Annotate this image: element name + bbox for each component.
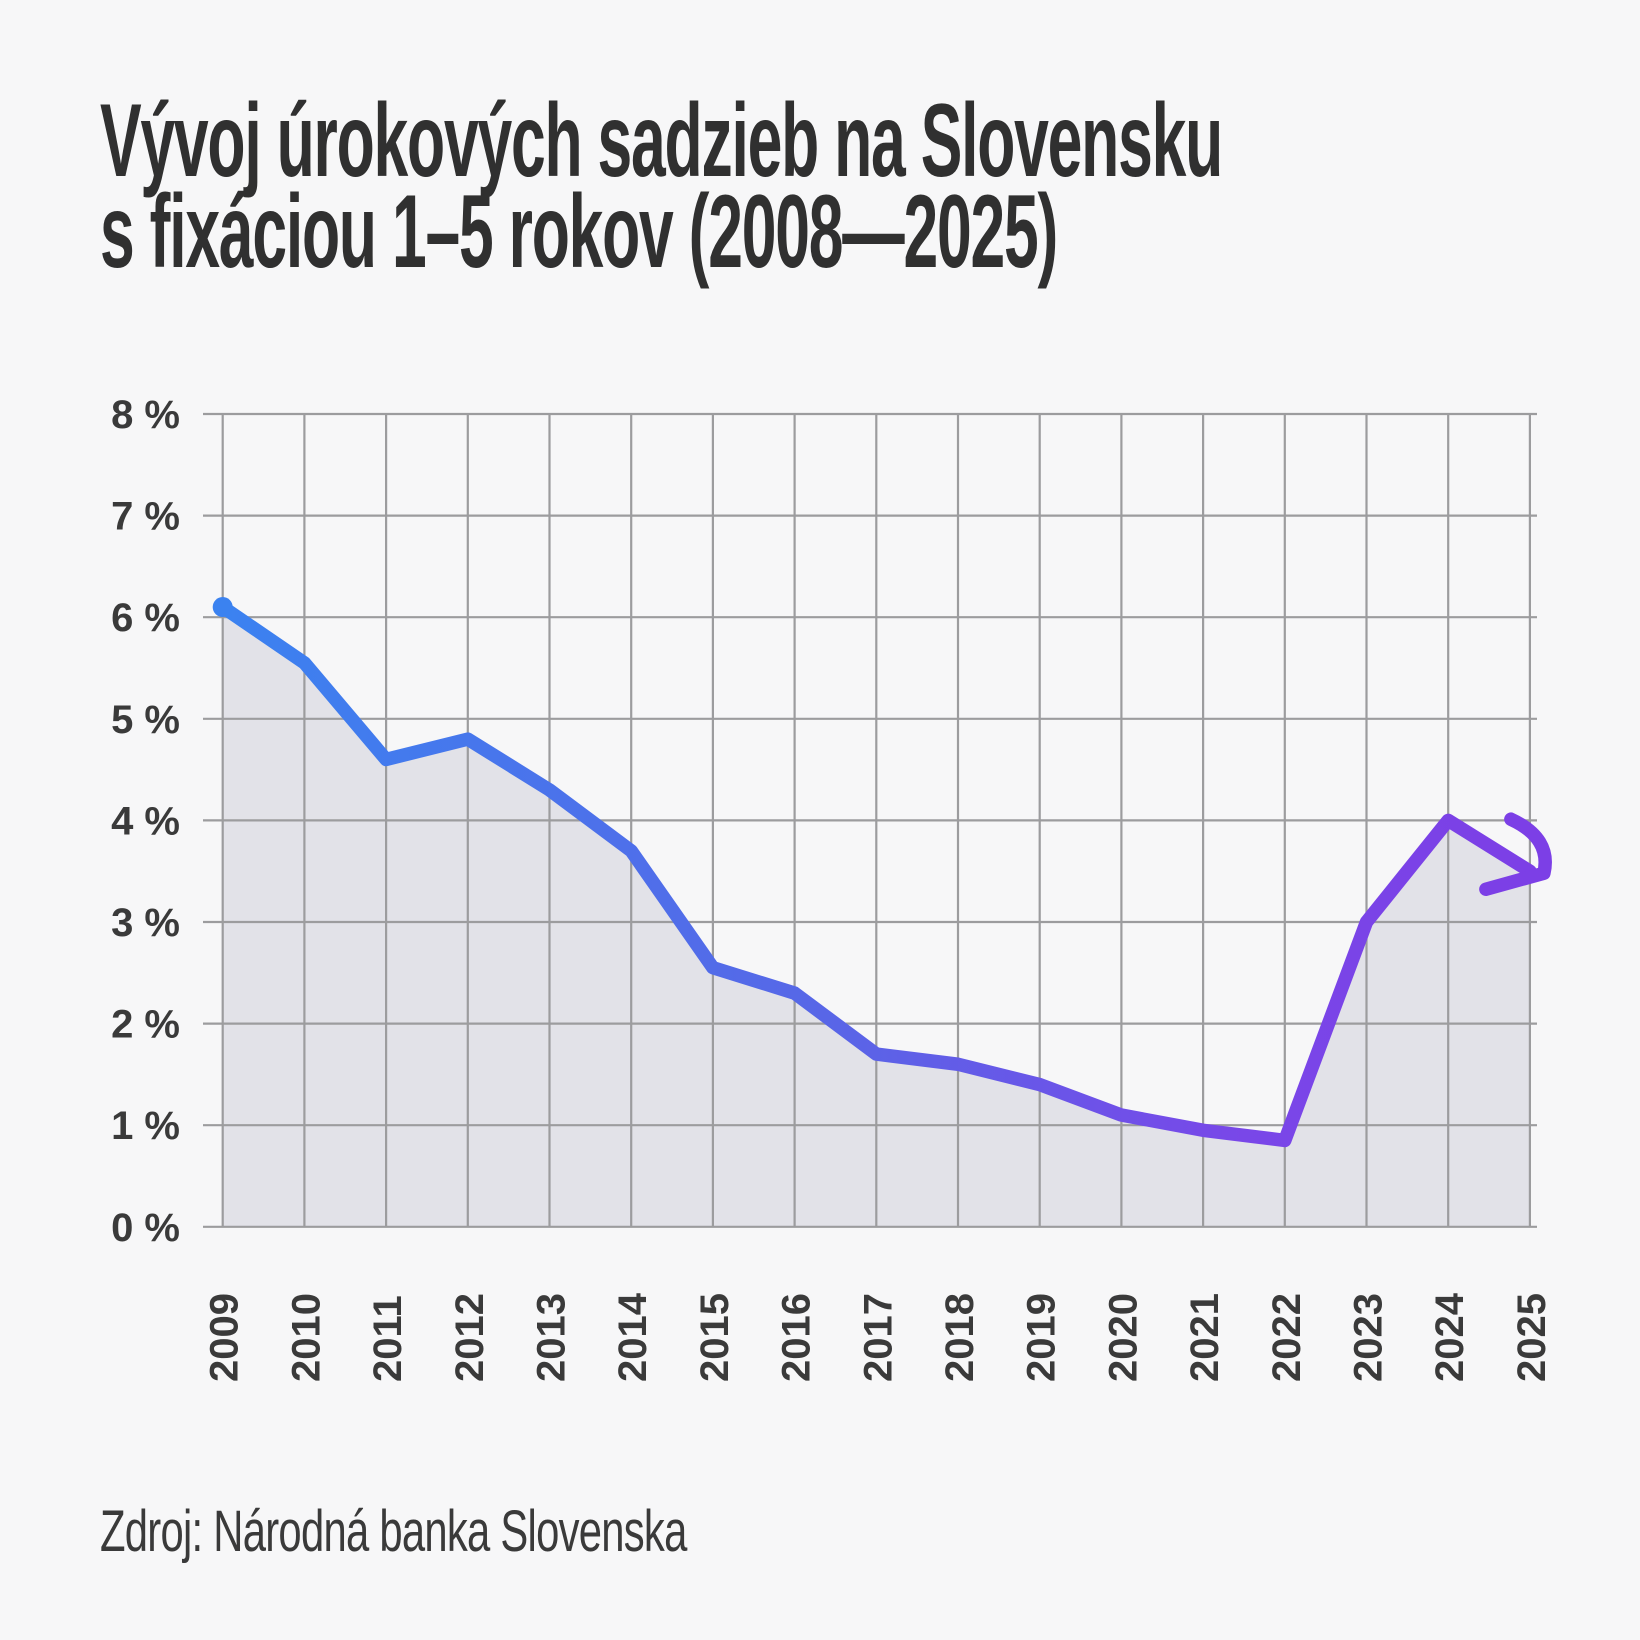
y-tick-label-2: 2 %	[111, 1003, 180, 1047]
x-tick-label-2013: 2013	[530, 1293, 574, 1382]
line-start-dot	[212, 597, 233, 618]
x-tick-label-2015: 2015	[693, 1293, 737, 1382]
y-tick-label-1: 1 %	[111, 1104, 180, 1148]
chart-title-line1: Vývoj úrokových sadzieb na Slovensku	[100, 83, 1223, 199]
y-tick-label-5: 5 %	[111, 698, 180, 742]
x-tick-label-2018: 2018	[938, 1293, 982, 1382]
y-tick-label-7: 7 %	[111, 495, 180, 539]
chart-title-line2: s fixáciou 1–5 rokov (2008—2025)	[100, 174, 1058, 290]
y-tick-label-3: 3 %	[111, 901, 180, 945]
x-tick-label-2010: 2010	[284, 1293, 328, 1382]
x-tick-label-2019: 2019	[1020, 1293, 1064, 1382]
trend-arrowhead	[1479, 812, 1552, 896]
x-tick-label-2017: 2017	[856, 1293, 900, 1382]
y-tick-label-4: 4 %	[111, 799, 180, 843]
chart-title: Vývoj úrokových sadzieb na Slovensku s f…	[100, 83, 1223, 290]
x-tick-label-2023: 2023	[1347, 1293, 1391, 1382]
x-tick-label-2021: 2021	[1183, 1293, 1227, 1382]
x-tick-label-2025: 2025	[1510, 1293, 1554, 1382]
gridlines	[203, 412, 1537, 1228]
x-tick-label-2022: 2022	[1265, 1293, 1309, 1382]
source-caption: Zdroj: Národná banka Slovenska	[100, 1499, 687, 1564]
x-tick-label-2009: 2009	[203, 1293, 247, 1382]
x-tick-label-2024: 2024	[1428, 1292, 1472, 1382]
y-tick-label-0: 0 %	[111, 1206, 180, 1250]
x-tick-label-2020: 2020	[1101, 1293, 1145, 1382]
rate-line	[215, 600, 1537, 1148]
y-tick-label-8: 8 %	[111, 393, 180, 437]
y-tick-label-6: 6 %	[111, 596, 180, 640]
x-tick-label-2016: 2016	[775, 1293, 819, 1382]
x-tick-label-2011: 2011	[366, 1295, 410, 1382]
x-tick-label-2014: 2014	[611, 1292, 655, 1382]
x-tick-label-2012: 2012	[448, 1293, 492, 1382]
